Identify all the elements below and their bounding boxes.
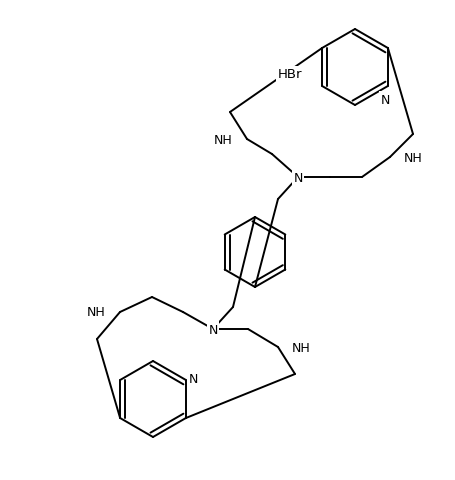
Text: HBr: HBr (277, 68, 302, 81)
Text: NH: NH (214, 133, 233, 146)
Text: N: N (293, 171, 302, 184)
Text: NH: NH (87, 306, 106, 319)
Text: NH: NH (403, 151, 422, 164)
Text: NH: NH (291, 341, 310, 354)
Text: N: N (379, 93, 389, 106)
Text: N: N (208, 323, 217, 336)
Text: N: N (188, 373, 197, 386)
